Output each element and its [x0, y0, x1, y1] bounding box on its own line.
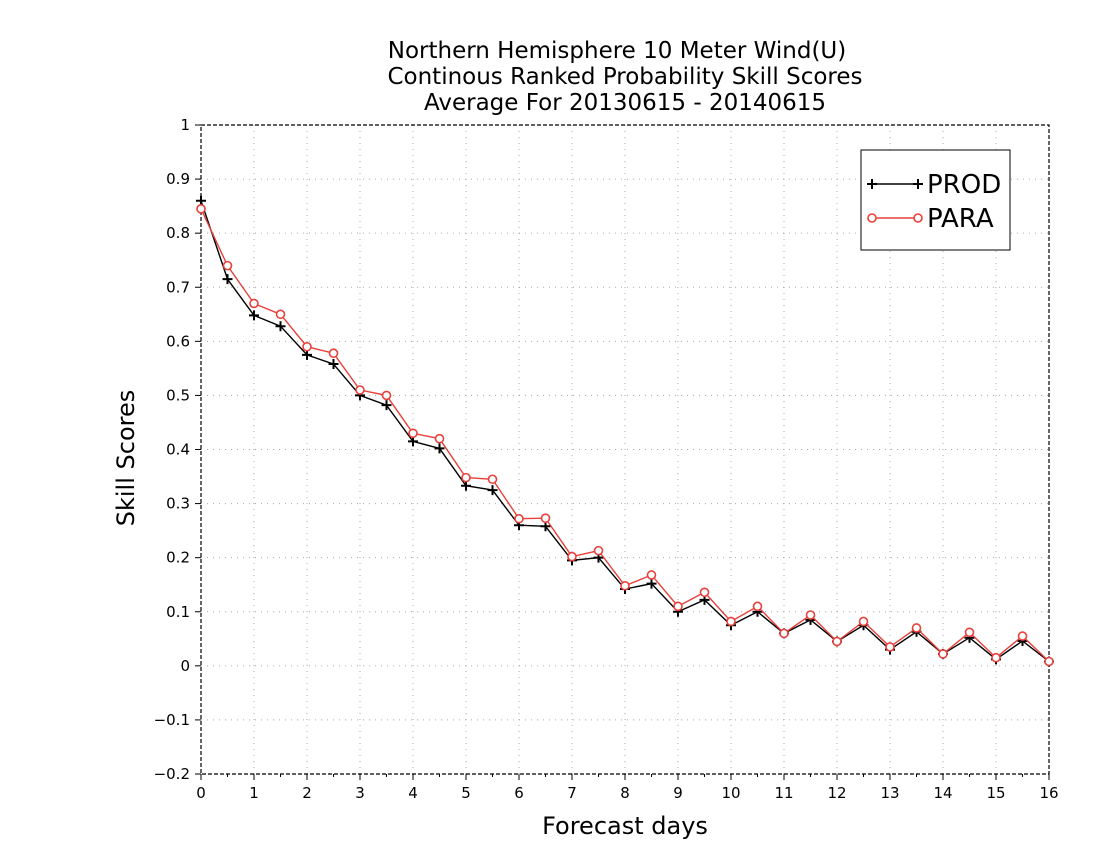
series-lines: [196, 195, 1054, 667]
x-tick-label: 4: [408, 784, 418, 802]
x-axis-label: Forecast days: [542, 812, 708, 840]
data-point-para: [832, 636, 842, 647]
data-point-para: [302, 341, 312, 352]
data-point-para: [805, 610, 816, 620]
data-point-prod: [328, 359, 339, 370]
x-tick-label: 2: [302, 784, 312, 802]
x-tick-label: 10: [721, 784, 740, 802]
grid: [201, 125, 1049, 774]
data-point-para: [911, 623, 922, 633]
x-tick-label: 0: [196, 784, 206, 802]
y-tick-label: 0.9: [166, 170, 190, 188]
x-tick-label: 13: [880, 784, 899, 802]
chart-title: Northern Hemisphere 10 Meter Wind(U) Con…: [387, 38, 862, 116]
data-point-para: [461, 472, 471, 483]
y-tick-label: 0.2: [166, 549, 190, 567]
data-point-prod: [249, 310, 259, 321]
x-tick-label: 7: [567, 784, 577, 802]
legend-item-prod: PROD: [867, 170, 1001, 200]
data-point-para: [673, 601, 683, 612]
data-point-para: [328, 348, 339, 359]
y-tick-label: 0.8: [166, 224, 190, 242]
legend: PROD PARA: [860, 149, 1011, 251]
data-point-para: [222, 260, 233, 271]
data-point-para: [991, 652, 1001, 663]
data-point-para: [355, 385, 365, 395]
legend-item-para: PARA: [867, 204, 994, 234]
data-point-para: [726, 616, 736, 627]
legend-marker-para: [913, 213, 923, 223]
data-point-para: [779, 628, 789, 639]
y-tick-label: 1: [180, 116, 190, 134]
y-tick-label: 0.3: [166, 495, 190, 513]
data-point-para: [620, 580, 630, 591]
y-axis-ticks: 1 0.9 0.8 0.7 0.6 0.5 0.4 0.3 0.2 0.1 0 −0.1 −0.2: [154, 116, 201, 783]
title-line-2: Continous Ranked Probability Skill Score…: [387, 64, 862, 90]
x-tick-label: 8: [620, 784, 630, 802]
x-tick-label: 14: [933, 784, 952, 802]
x-axis-ticks: 0 1 2 3 4 5 6 7 8 9 10 11 12 13 14 15 16: [196, 774, 1059, 802]
legend-marker-para: [867, 213, 877, 223]
y-tick-label: −0.2: [154, 765, 190, 783]
data-point-para: [249, 298, 259, 309]
legend-label-para: PARA: [927, 204, 994, 234]
data-point-para: [196, 204, 206, 214]
data-point-para: [1017, 631, 1028, 641]
data-point-prod: [487, 485, 498, 496]
data-point-para: [752, 601, 763, 612]
legend-marker-prod: [867, 179, 877, 189]
data-point-para: [964, 627, 975, 638]
x-tick-label: 6: [514, 784, 524, 802]
x-tick-label: 15: [986, 784, 1005, 802]
series-para: [196, 204, 1054, 667]
data-point-para: [514, 513, 524, 524]
x-tick-label: 11: [774, 784, 793, 802]
y-tick-label: 0.6: [166, 332, 190, 350]
title-line-3: Average For 20130615 - 20140615: [424, 90, 826, 116]
data-point-para: [858, 616, 869, 627]
x-tick-label: 12: [827, 784, 846, 802]
y-tick-label: 0.7: [166, 278, 190, 296]
x-tick-label: 5: [461, 784, 471, 802]
data-point-para: [938, 649, 948, 659]
data-point-prod: [275, 321, 286, 332]
data-point-prod: [646, 578, 657, 589]
data-point-para: [885, 642, 895, 652]
data-point-para: [381, 390, 392, 401]
legend-box: [860, 149, 1011, 251]
data-point-para: [567, 551, 577, 562]
data-point-para: [593, 545, 604, 556]
data-point-prod: [222, 274, 233, 285]
x-tick-label: 9: [673, 784, 683, 802]
x-tick-label: 1: [249, 784, 259, 802]
title-line-1: Northern Hemisphere 10 Meter Wind(U): [388, 38, 846, 64]
data-point-para: [487, 474, 498, 485]
data-point-prod: [381, 400, 392, 411]
x-tick-label: 16: [1039, 784, 1058, 802]
data-point-para: [1044, 656, 1054, 667]
y-tick-label: −0.1: [154, 711, 190, 729]
y-tick-label: 0.5: [166, 386, 190, 404]
data-point-para: [699, 587, 710, 598]
legend-marker-prod: [913, 179, 923, 189]
x-tick-label: 3: [355, 784, 365, 802]
data-point-para: [408, 428, 418, 439]
y-tick-label: 0: [180, 657, 190, 675]
legend-label-prod: PROD: [927, 170, 1001, 200]
y-tick-label: 0.4: [166, 441, 190, 459]
y-axis-label: Skill Scores: [112, 390, 140, 527]
data-point-para: [646, 570, 657, 580]
data-point-para: [434, 433, 445, 444]
data-point-prod: [434, 443, 445, 454]
data-point-para: [540, 513, 551, 523]
data-point-para: [275, 309, 286, 320]
y-tick-label: 0.1: [166, 603, 190, 621]
